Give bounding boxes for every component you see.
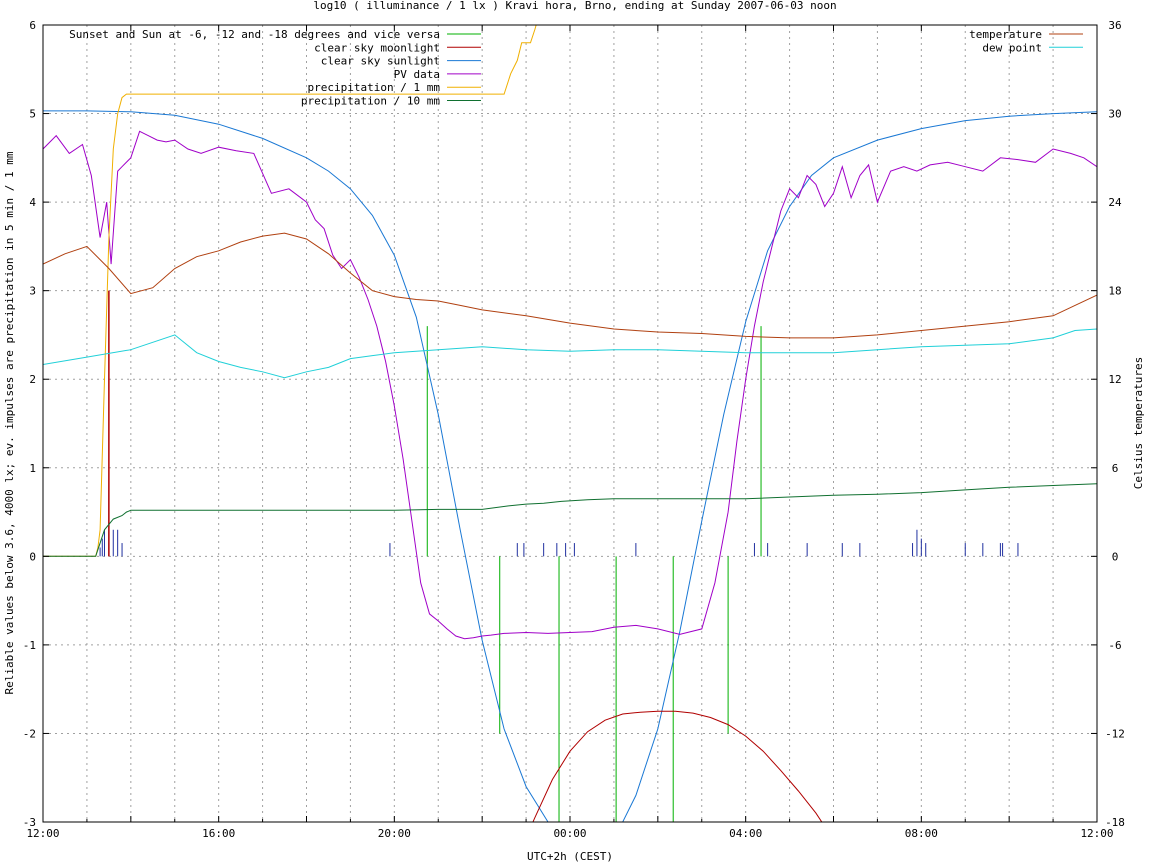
y-right-tick-label: -6 — [1108, 639, 1121, 652]
axis-ticks: 12:00 16:00 20:00 00:00 04:00 08:00 12:00-3-2-… — [23, 19, 1125, 840]
legend-left-label: clear sky moonlight — [314, 41, 440, 54]
y-left-tick-label: 5 — [29, 108, 36, 121]
x-axis-label: UTC+2h (CEST) — [527, 850, 613, 863]
y-left-axis-label: Reliable values below 3.6, 4000 lx; ev. … — [3, 151, 16, 694]
series-clear-sky-sunlight — [43, 110, 1097, 822]
y-right-axis-label: Celsius temperatures — [1132, 357, 1145, 489]
grid — [43, 25, 1097, 822]
y-right-tick-label: -18 — [1105, 816, 1125, 829]
legend-left-label: precipitation / 10 mm — [301, 95, 440, 108]
y-left-tick-label: 0 — [29, 550, 36, 563]
series-precipitation-1-mm — [43, 25, 537, 557]
y-left-tick-label: -2 — [23, 727, 36, 740]
series-temperature — [43, 232, 1097, 339]
legend-left-label: PV data — [394, 68, 440, 81]
series-clear-sky-moonlight — [532, 710, 823, 822]
y-left-tick-label: 2 — [29, 373, 36, 386]
y-right-tick-label: 12 — [1108, 373, 1121, 386]
y-right-tick-label: 6 — [1112, 462, 1119, 475]
legend-left-label: clear sky sunlight — [321, 55, 440, 68]
y-right-tick-label: 30 — [1108, 108, 1121, 121]
x-tick-label: 08:00 — [905, 827, 938, 840]
legend-left-label: Sunset and Sun at -6, -12 and -18 degree… — [69, 28, 440, 41]
chart-title: log10 ( illuminance / 1 lx ) Kravi hora,… — [313, 0, 836, 12]
series-pv-data — [43, 130, 1097, 640]
y-left-tick-label: 3 — [29, 285, 36, 298]
series-precipitation-10-mm — [43, 483, 1097, 557]
legend-left-label: precipitation / 1 mm — [308, 81, 441, 94]
legend-right-label: dew point — [982, 41, 1042, 54]
y-right-tick-label: -12 — [1105, 727, 1125, 740]
y-left-tick-label: -3 — [23, 816, 36, 829]
y-right-tick-label: 24 — [1108, 196, 1122, 209]
x-tick-label: 00:00 — [553, 827, 586, 840]
y-left-tick-label: 6 — [29, 19, 36, 32]
y-left-tick-label: -1 — [23, 639, 36, 652]
x-tick-label: 12:00 — [26, 827, 59, 840]
legend-left: Sunset and Sun at -6, -12 and -18 degree… — [69, 28, 481, 108]
y-right-tick-label: 18 — [1108, 285, 1121, 298]
legend-right-label: temperature — [969, 28, 1042, 41]
x-tick-label: 20:00 — [378, 827, 411, 840]
x-tick-label: 04:00 — [729, 827, 762, 840]
plot-area — [43, 25, 1097, 822]
x-tick-label: 12:00 — [1080, 827, 1113, 840]
y-right-tick-label: 0 — [1112, 550, 1119, 563]
y-right-tick-label: 36 — [1108, 19, 1121, 32]
y-left-tick-label: 1 — [29, 462, 36, 475]
x-tick-label: 16:00 — [202, 827, 235, 840]
series-dew-point — [43, 328, 1097, 379]
y-left-tick-label: 4 — [29, 196, 36, 209]
